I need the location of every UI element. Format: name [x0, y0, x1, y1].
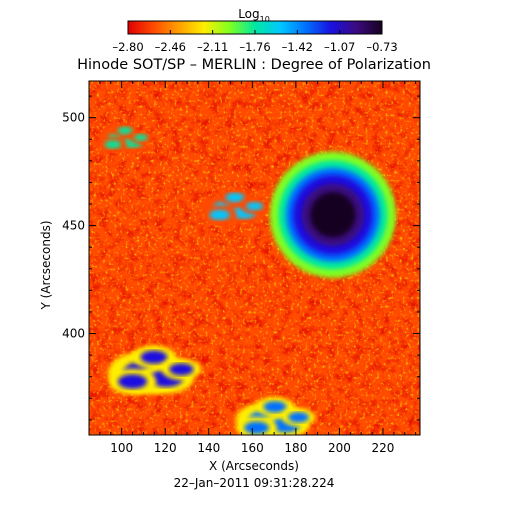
- colorbar-tick-label: –1.76: [239, 40, 270, 54]
- colorbar-tick-label: –2.80: [112, 40, 143, 54]
- colorbar-label: Log10: [238, 7, 270, 24]
- x-axis-ticks: 100 120 140 160 180 200 220: [88, 81, 417, 455]
- feature-network: [235, 396, 316, 435]
- x-tick-label: 220: [372, 441, 395, 455]
- heatmap-image: [89, 81, 420, 435]
- x-tick-label: 100: [110, 441, 133, 455]
- colorbar-tick-label: –2.46: [155, 40, 186, 54]
- chart-title: Hinode SOT/SP – MERLIN : Degree of Polar…: [77, 57, 431, 73]
- y-axis-label: Y (Arcseconds): [39, 220, 53, 310]
- y-tick-label: 450: [62, 219, 85, 233]
- colorbar-ticks: –2.80 –2.46 –2.11 –1.76 –1.42 –1.07 –0.73: [112, 30, 398, 54]
- plot-frame: [88, 80, 421, 436]
- colorbar-tick-label: –1.42: [282, 40, 313, 54]
- colorbar-tick-label: –1.07: [324, 40, 355, 54]
- x-tick-label: 160: [241, 441, 264, 455]
- feature-plage: [108, 345, 202, 395]
- blob-core: [169, 363, 194, 376]
- blob-core: [104, 140, 122, 149]
- x-tick-label: 200: [328, 441, 351, 455]
- colorbar-tick-label: –0.73: [366, 40, 397, 54]
- x-tick-label: 140: [197, 441, 220, 455]
- timestamp: 22–Jan–2011 09:31:28.224: [174, 476, 335, 490]
- feature-network: [202, 189, 269, 225]
- blob-core: [209, 209, 231, 221]
- y-tick-label: 400: [62, 327, 85, 341]
- colorbar-tick-label: –2.11: [197, 40, 228, 54]
- blob-core: [244, 421, 270, 435]
- y-tick-label: 500: [62, 111, 85, 125]
- feature-network: [99, 123, 153, 152]
- blob-core: [225, 192, 245, 203]
- blob-core: [140, 350, 168, 364]
- y-axis-ticks: 400 450 500: [62, 95, 420, 421]
- x-axis-label: X (Arcseconds): [209, 459, 299, 473]
- blob-core: [133, 134, 148, 142]
- x-tick-label: 180: [284, 441, 307, 455]
- sunspot-ring: [310, 192, 356, 238]
- blob-core: [263, 401, 287, 413]
- blob-core: [117, 126, 133, 135]
- blob-core: [117, 374, 148, 389]
- blob-core: [288, 412, 309, 423]
- feature-sunspot: [269, 151, 397, 278]
- x-tick-label: 120: [154, 441, 177, 455]
- blob-core: [245, 201, 264, 211]
